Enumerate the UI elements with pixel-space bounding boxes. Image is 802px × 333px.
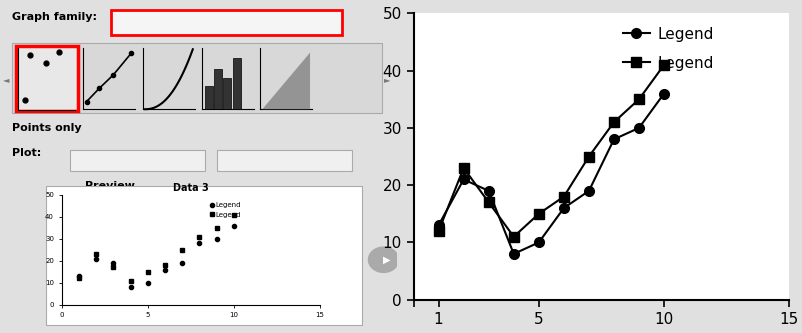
Legend: (1, 12): (1, 12) bbox=[433, 229, 443, 233]
Legend: (5, 10): (5, 10) bbox=[533, 240, 543, 244]
Line: Legend: Legend bbox=[77, 223, 236, 289]
Circle shape bbox=[368, 247, 398, 272]
Legend: (7, 19): (7, 19) bbox=[177, 261, 187, 265]
Bar bbox=[223, 78, 231, 109]
Legend: (8, 28): (8, 28) bbox=[194, 241, 204, 245]
Legend: (3, 19): (3, 19) bbox=[484, 189, 493, 193]
FancyBboxPatch shape bbox=[46, 186, 361, 325]
Legend: (7, 25): (7, 25) bbox=[583, 155, 593, 159]
Text: ▶: ▶ bbox=[382, 255, 390, 265]
Legend: Legend, Legend: Legend, Legend bbox=[616, 21, 719, 77]
Legend: (6, 18): (6, 18) bbox=[160, 263, 169, 267]
Line: Legend: Legend bbox=[433, 89, 668, 259]
Line: Legend: Legend bbox=[433, 60, 668, 241]
Text: ▼: ▼ bbox=[334, 156, 340, 165]
Legend: (2, 21): (2, 21) bbox=[91, 256, 101, 260]
Legend: (10, 36): (10, 36) bbox=[229, 223, 238, 227]
Title: Data 3: Data 3 bbox=[172, 182, 209, 192]
Bar bbox=[233, 58, 241, 109]
Legend: (5, 10): (5, 10) bbox=[143, 281, 152, 285]
Legend: (1, 13): (1, 13) bbox=[433, 223, 443, 227]
FancyBboxPatch shape bbox=[12, 43, 381, 113]
Legend: (7, 25): (7, 25) bbox=[177, 248, 187, 252]
FancyBboxPatch shape bbox=[217, 150, 351, 171]
Text: Graph family:: Graph family: bbox=[12, 12, 97, 22]
Legend: (5, 15): (5, 15) bbox=[143, 270, 152, 274]
Text: Points only: Points only bbox=[12, 123, 82, 133]
Legend: (4, 11): (4, 11) bbox=[508, 235, 518, 239]
Bar bbox=[205, 86, 213, 109]
Legend: (2, 23): (2, 23) bbox=[458, 166, 468, 170]
FancyBboxPatch shape bbox=[16, 46, 78, 111]
FancyBboxPatch shape bbox=[70, 150, 205, 171]
Legend: (10, 41): (10, 41) bbox=[229, 212, 238, 216]
FancyBboxPatch shape bbox=[111, 10, 342, 35]
Legend: (8, 31): (8, 31) bbox=[609, 120, 618, 124]
Legend: (8, 28): (8, 28) bbox=[609, 137, 618, 141]
Legend: (1, 12): (1, 12) bbox=[74, 276, 83, 280]
Text: ▼: ▼ bbox=[335, 17, 343, 27]
Legend: (1, 13): (1, 13) bbox=[74, 274, 83, 278]
Legend: Legend, Legend: Legend, Legend bbox=[207, 199, 244, 220]
Legend: (6, 18): (6, 18) bbox=[558, 194, 568, 198]
Legend: (3, 17): (3, 17) bbox=[484, 200, 493, 204]
Text: XY: XY bbox=[121, 17, 136, 27]
Text: Plot:: Plot: bbox=[12, 148, 41, 158]
Legend: (3, 19): (3, 19) bbox=[108, 261, 118, 265]
Legend: (2, 23): (2, 23) bbox=[91, 252, 101, 256]
Legend: (3, 17): (3, 17) bbox=[108, 265, 118, 269]
Legend: (4, 11): (4, 11) bbox=[126, 278, 136, 282]
Legend: (9, 30): (9, 30) bbox=[212, 237, 221, 241]
Legend: (7, 19): (7, 19) bbox=[583, 189, 593, 193]
Legend: (10, 41): (10, 41) bbox=[658, 63, 668, 67]
Legend: (9, 35): (9, 35) bbox=[212, 226, 221, 230]
Legend: (2, 21): (2, 21) bbox=[458, 177, 468, 181]
Legend: (9, 35): (9, 35) bbox=[634, 97, 643, 101]
Text: ◄: ◄ bbox=[3, 75, 10, 84]
Text: ▼: ▼ bbox=[187, 156, 193, 165]
Legend: (4, 8): (4, 8) bbox=[508, 252, 518, 256]
Line: Legend: Legend bbox=[77, 212, 236, 283]
Legend: (5, 15): (5, 15) bbox=[533, 212, 543, 216]
Legend: (8, 31): (8, 31) bbox=[194, 234, 204, 238]
Legend: (6, 16): (6, 16) bbox=[160, 267, 169, 271]
Bar bbox=[213, 69, 221, 109]
Legend: (9, 30): (9, 30) bbox=[634, 126, 643, 130]
Text: Preview: Preview bbox=[85, 181, 136, 191]
Legend: (10, 36): (10, 36) bbox=[658, 92, 668, 96]
Legend: (6, 16): (6, 16) bbox=[558, 206, 568, 210]
Legend: (4, 8): (4, 8) bbox=[126, 285, 136, 289]
Text: ►: ► bbox=[383, 75, 390, 84]
